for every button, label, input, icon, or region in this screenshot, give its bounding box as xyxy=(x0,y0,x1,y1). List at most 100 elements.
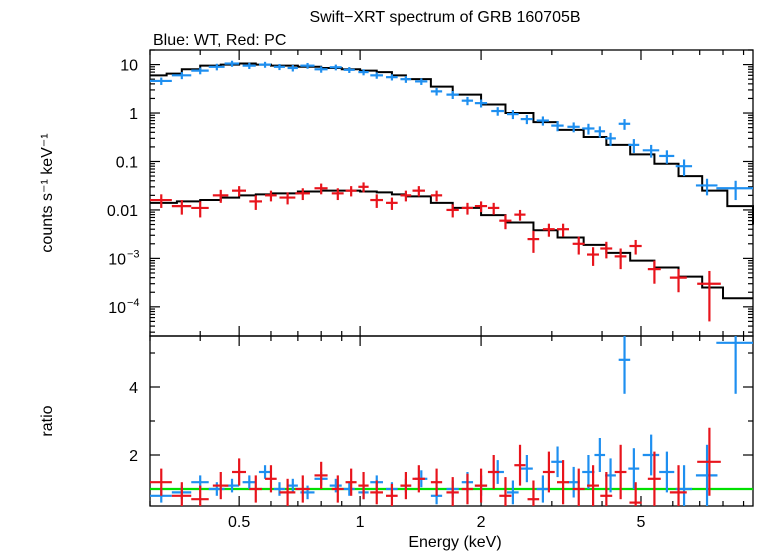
ratio-point-pc xyxy=(572,468,585,506)
ratio-point-pc xyxy=(171,482,192,506)
ratio-point-pc xyxy=(386,483,398,506)
ratio-y-tick-label: 4 xyxy=(129,380,138,397)
spectrum-point-pc xyxy=(572,236,585,255)
ratio-point-pc xyxy=(370,480,383,505)
ratio-point-pc xyxy=(400,472,412,500)
spectrum-point-wt xyxy=(258,61,271,68)
spectrum-point-pc xyxy=(587,247,599,266)
spectrum-point-wt xyxy=(461,96,474,106)
spectrum-point-wt xyxy=(329,64,342,71)
spectrum-point-pc xyxy=(314,183,328,195)
spectrum-point-pc xyxy=(345,186,357,197)
spectrum-y-tick-exponent: −3 xyxy=(127,248,140,260)
ratio-point-pc xyxy=(150,468,172,496)
spectrum-point-pc xyxy=(212,189,229,203)
ratio-point-pc xyxy=(514,444,526,486)
ratio-point-pc xyxy=(265,465,277,493)
spectrum-point-pc xyxy=(474,201,488,213)
ratio-point-pc xyxy=(542,451,555,493)
spectrum-series-pc xyxy=(150,182,721,322)
spectrum-y-tick-label: 1 xyxy=(129,106,138,123)
spectrum-point-pc xyxy=(556,223,569,237)
x-ticks: 0.5 1 2 5 xyxy=(149,50,745,531)
ratio-point-pc xyxy=(556,460,569,505)
spectrum-point-wt xyxy=(150,77,172,85)
spectrum-point-pc xyxy=(358,182,369,193)
ratio-point-wt xyxy=(258,465,271,479)
spectrum-point-pc xyxy=(331,188,344,201)
spectrum-point-wt xyxy=(191,67,209,75)
ratio-point-wt xyxy=(273,482,285,496)
spectrum-series-wt xyxy=(150,60,753,201)
spectrum-point-pc xyxy=(150,194,172,208)
ratio-point-wt xyxy=(695,444,718,506)
spectrum-point-wt xyxy=(642,144,660,158)
spectrum-y-tick-label: 10 xyxy=(108,251,126,268)
spectrum-y-axis-label: counts s⁻¹ keV⁻¹ xyxy=(39,133,56,252)
ratio-point-pc xyxy=(499,477,512,506)
spectrum-point-pc xyxy=(232,186,246,197)
spectrum-point-pc xyxy=(446,204,459,218)
ratio-point-pc xyxy=(587,465,599,506)
spectrum-point-pc xyxy=(499,214,512,230)
spectrum-point-wt xyxy=(171,72,192,80)
ratio-point-wt xyxy=(242,475,256,489)
ratio-point-pc xyxy=(614,444,627,500)
ratio-point-pc xyxy=(430,468,443,496)
spectrum-point-wt xyxy=(551,121,564,132)
ratio-y-axis-label: ratio xyxy=(39,405,56,436)
x-tick-label: 2 xyxy=(477,514,486,531)
ratio-point-pc xyxy=(461,473,474,505)
ratio-point-pc xyxy=(669,465,687,506)
spectrum-point-pc xyxy=(542,223,555,237)
spectrum-point-pc xyxy=(487,202,500,215)
spectrum-point-wt xyxy=(618,119,631,130)
spectrum-point-wt xyxy=(675,159,693,177)
ratio-point-pc xyxy=(474,468,488,503)
spectrum-y-tick-label: 10 xyxy=(120,58,138,75)
ratio-point-wt xyxy=(536,475,549,503)
ratio-point-wt xyxy=(520,455,533,483)
spectrum-point-wt xyxy=(659,150,675,164)
spectrum-point-wt xyxy=(287,65,298,72)
spectrum-point-wt xyxy=(224,60,240,67)
spectrum-point-wt xyxy=(300,62,315,69)
spectrum-point-pc xyxy=(171,200,192,215)
spectrum-point-pc xyxy=(430,190,443,202)
ratio-point-pc xyxy=(600,472,613,506)
spectrum-point-pc xyxy=(370,194,383,208)
ratio-point-pc xyxy=(487,455,500,489)
ratio-point-pc xyxy=(629,482,642,506)
ratio-point-pc xyxy=(647,451,661,506)
spectrum-point-wt xyxy=(605,132,616,146)
model-line-pc xyxy=(150,189,753,300)
ratio-point-wt xyxy=(716,336,753,394)
ratio-point-pc xyxy=(279,478,296,506)
ratio-y-tick-label: 2 xyxy=(129,448,138,465)
ratio-point-pc xyxy=(331,475,344,503)
ratio-point-wt xyxy=(208,482,225,496)
x-axis-label: Energy (keV) xyxy=(408,534,501,551)
spectrum-point-wt xyxy=(415,78,428,85)
spectrum-point-pc xyxy=(697,270,721,322)
spectrum-point-wt xyxy=(370,72,383,79)
spectrum-point-wt xyxy=(358,69,369,76)
spectrum-point-wt xyxy=(386,74,398,81)
spectrum-point-pc xyxy=(295,188,310,201)
ratio-point-wt xyxy=(642,434,660,476)
spectrum-frame xyxy=(149,49,754,337)
ratio-point-wt xyxy=(343,482,355,496)
ratio-frame xyxy=(149,335,754,507)
spectrum-point-pc xyxy=(600,241,613,259)
spectrum-point-wt xyxy=(430,87,443,96)
ratio-point-pc xyxy=(191,485,209,506)
model-line-wt xyxy=(150,62,754,225)
spectrum-point-pc xyxy=(400,190,412,202)
spectrum-point-pc xyxy=(249,195,263,210)
x-tick-label: 0.5 xyxy=(228,514,250,531)
spectrum-point-wt xyxy=(343,67,355,74)
spectrum-point-wt xyxy=(273,63,285,71)
ratio-point-pc xyxy=(358,472,369,500)
spectrum-point-wt xyxy=(400,76,412,83)
